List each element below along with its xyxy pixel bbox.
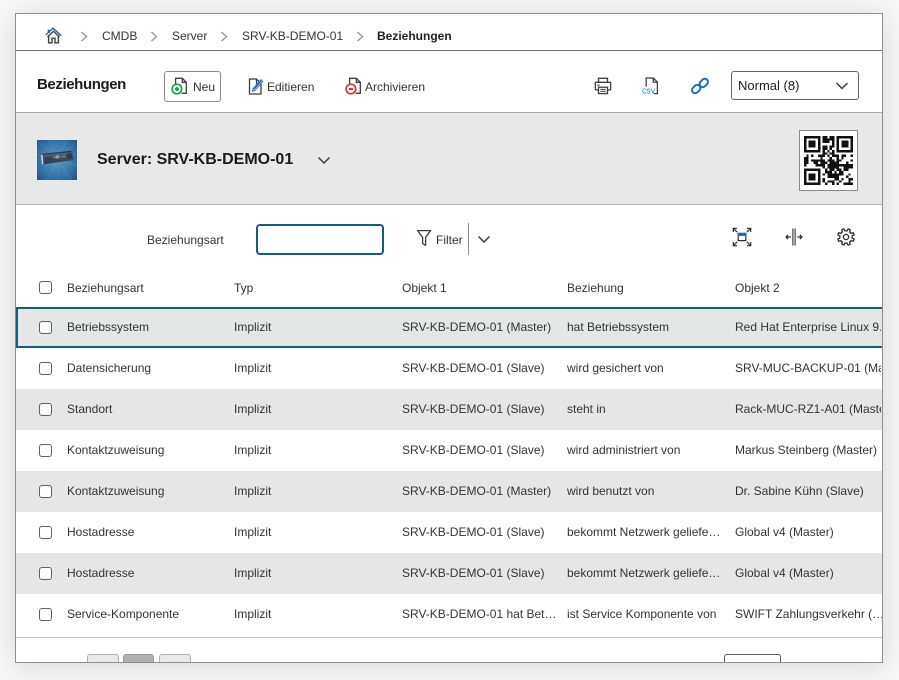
svg-text:csv: csv: [642, 86, 656, 96]
